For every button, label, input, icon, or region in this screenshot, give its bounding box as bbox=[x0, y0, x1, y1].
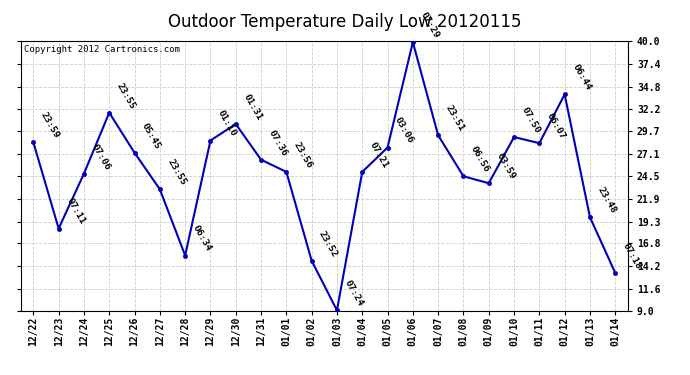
Text: 06:07: 06:07 bbox=[545, 112, 567, 141]
Text: 07:50: 07:50 bbox=[520, 105, 542, 135]
Text: 05:45: 05:45 bbox=[140, 121, 162, 151]
Text: 03:59: 03:59 bbox=[494, 152, 517, 181]
Text: Copyright 2012 Cartronics.com: Copyright 2012 Cartronics.com bbox=[23, 45, 179, 54]
Text: 03:06: 03:06 bbox=[393, 116, 415, 146]
Text: 23:55: 23:55 bbox=[166, 158, 188, 187]
Text: 06:56: 06:56 bbox=[469, 145, 491, 174]
Text: 01:10: 01:10 bbox=[216, 109, 238, 138]
Text: 23:59: 23:59 bbox=[39, 111, 61, 140]
Text: 06:44: 06:44 bbox=[570, 63, 593, 92]
Text: 07:11: 07:11 bbox=[64, 197, 86, 226]
Text: 07:36: 07:36 bbox=[266, 128, 289, 158]
Text: 23:48: 23:48 bbox=[595, 186, 618, 215]
Text: 01:31: 01:31 bbox=[241, 92, 264, 122]
Text: 23:55: 23:55 bbox=[115, 81, 137, 111]
Text: 23:56: 23:56 bbox=[292, 140, 314, 170]
Text: 07:18: 07:18 bbox=[621, 242, 643, 271]
Text: 07:06: 07:06 bbox=[90, 142, 112, 171]
Text: 07:29: 07:29 bbox=[418, 10, 441, 40]
Text: 07:24: 07:24 bbox=[342, 279, 365, 308]
Text: Outdoor Temperature Daily Low 20120115: Outdoor Temperature Daily Low 20120115 bbox=[168, 13, 522, 31]
Text: 07:21: 07:21 bbox=[368, 140, 390, 170]
Text: 06:34: 06:34 bbox=[190, 224, 213, 254]
Text: 23:51: 23:51 bbox=[444, 104, 466, 133]
Text: 23:52: 23:52 bbox=[317, 229, 339, 259]
